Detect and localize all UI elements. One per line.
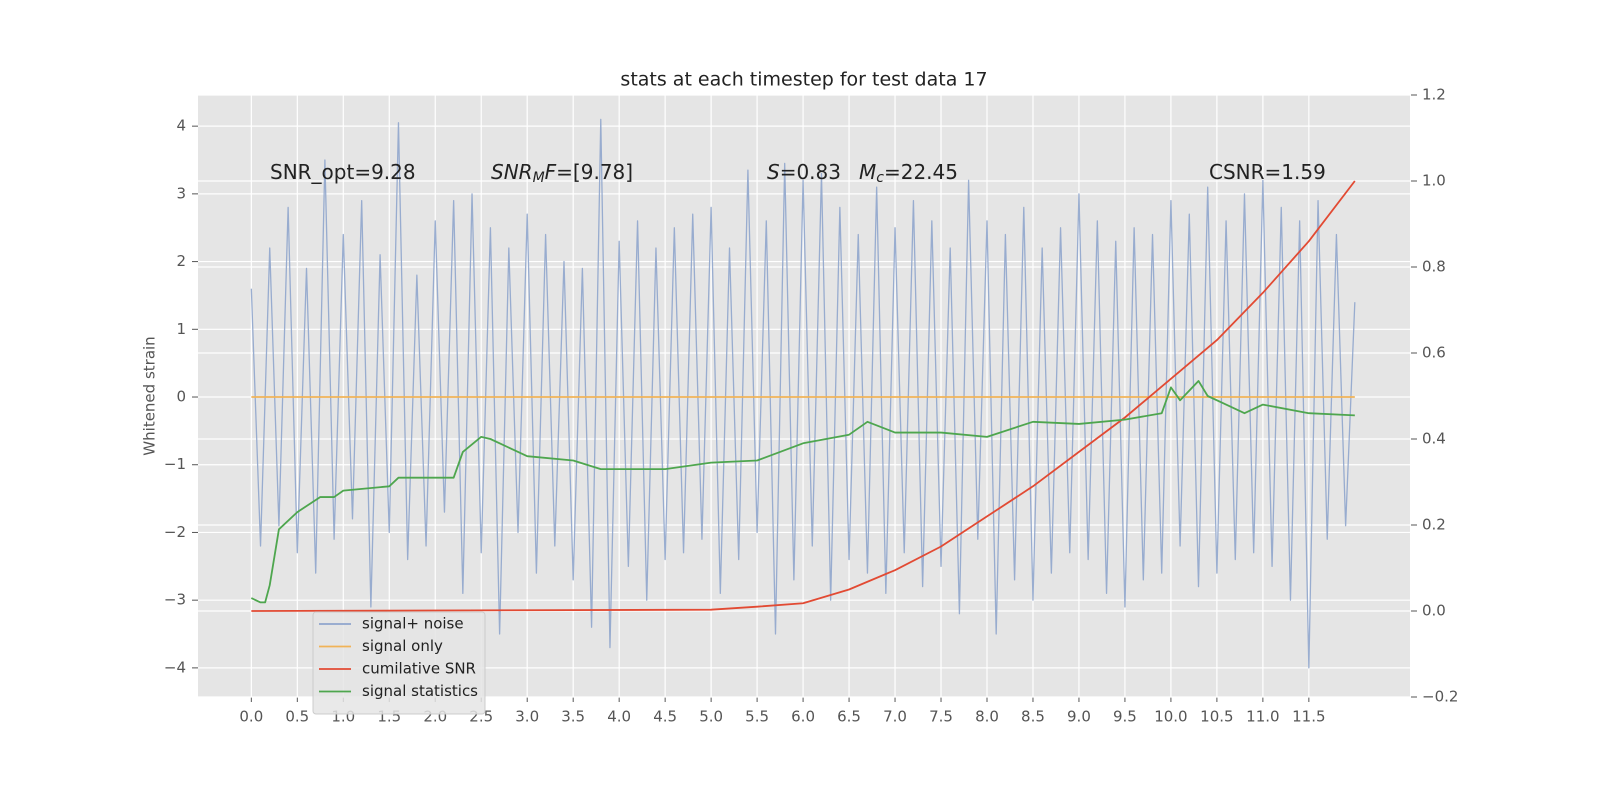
plot-background — [198, 95, 1410, 697]
y-tick-label: −3 — [164, 591, 186, 609]
y-tick-label: 2 — [176, 252, 186, 270]
x-tick-label: 6.5 — [837, 708, 861, 726]
series-line — [250, 380, 1355, 604]
x-tick-label: 0.5 — [285, 708, 309, 726]
y-tick-label: 0 — [176, 388, 186, 406]
y-tick-label: 4 — [176, 117, 186, 135]
y2-tick-label: −0.2 — [1422, 688, 1458, 706]
y2-tick-label: 1.0 — [1422, 172, 1446, 190]
annotation-run: F — [545, 160, 557, 184]
x-tick-label: 3.5 — [561, 708, 585, 726]
annotation-run: c — [876, 170, 884, 186]
y2-tick-label: 0.4 — [1422, 430, 1446, 448]
legend-box — [312, 611, 486, 715]
y-tick-label: −2 — [164, 523, 186, 541]
x-tick-label: 9.5 — [1113, 708, 1137, 726]
x-tick-label: 11.5 — [1292, 708, 1325, 726]
series-line — [251, 180, 1356, 612]
annotation: SNRMF=[9.78] — [491, 160, 633, 187]
annotation-run: SNR_opt=9.28 — [270, 160, 416, 184]
x-tick-label: 0.0 — [239, 708, 263, 726]
x-tick-label: 10.5 — [1200, 708, 1233, 726]
legend-label: signal statistics — [362, 682, 478, 700]
legend-label: signal+ noise — [362, 615, 464, 633]
annotation: CSNR=1.59 — [1209, 160, 1326, 184]
x-tick-label: 3.0 — [515, 708, 539, 726]
y-tick-label: −4 — [164, 658, 186, 676]
annotation-run: CSNR=1.59 — [1209, 160, 1326, 184]
x-tick-label: 7.0 — [883, 708, 907, 726]
legend-label: cumilative SNR — [362, 660, 476, 678]
x-tick-label: 8.5 — [1021, 708, 1045, 726]
legend-label: signal only — [362, 637, 443, 655]
y-tick-label: −1 — [164, 455, 186, 473]
x-tick-label: 4.5 — [653, 708, 677, 726]
annotation: Mc=22.45 — [859, 160, 958, 187]
y2-tick-label: 0.8 — [1422, 258, 1446, 276]
x-tick-label: 5.5 — [745, 708, 769, 726]
x-tick-label: 5.0 — [699, 708, 723, 726]
annotation-run: =0.83 — [780, 160, 841, 184]
x-tick-label: 10.0 — [1154, 708, 1187, 726]
annotation-run: =[9.78] — [556, 160, 633, 184]
y2-tick-label: 0.0 — [1422, 602, 1446, 620]
y2-tick-label: 0.6 — [1422, 344, 1446, 362]
y2-tick-label: 0.2 — [1422, 516, 1446, 534]
annotation-run: M — [859, 160, 876, 184]
x-tick-label: 8.0 — [975, 708, 999, 726]
annotation-run: =22.45 — [884, 160, 958, 184]
x-tick-label: 9.0 — [1067, 708, 1091, 726]
series-line — [250, 118, 1356, 669]
chart-title: stats at each timestep for test data 17 — [620, 69, 987, 91]
annotation-run: SNR — [491, 160, 533, 184]
annotation-run: S — [767, 160, 780, 184]
y-tick-label: 3 — [176, 184, 186, 202]
x-tick-label: 6.0 — [791, 708, 815, 726]
x-tick-label: 7.5 — [929, 708, 953, 726]
x-tick-label: 4.0 — [607, 708, 631, 726]
y-axis-label: Whitened strain — [141, 336, 159, 455]
x-tick-label: 11.0 — [1246, 708, 1279, 726]
annotation-run: M — [533, 170, 545, 186]
y2-tick-label: 1.2 — [1422, 86, 1446, 104]
annotation: S=0.83 — [767, 160, 841, 184]
annotation: SNR_opt=9.28 — [270, 160, 416, 184]
y-tick-label: 1 — [176, 320, 186, 338]
